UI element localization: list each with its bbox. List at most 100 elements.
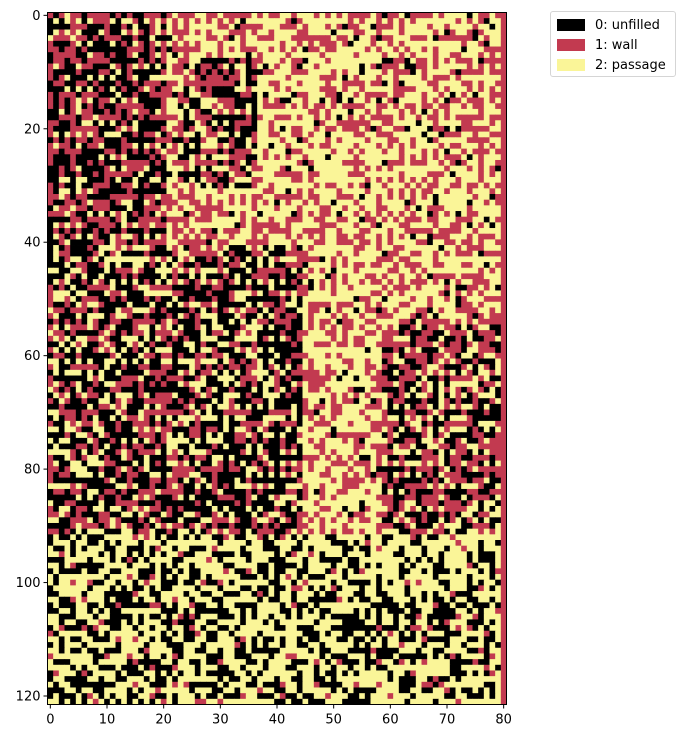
heatmap-cell: [353, 205, 360, 212]
heatmap-cell: [166, 245, 173, 252]
heatmap-cell: [223, 120, 230, 127]
heatmap-cell: [495, 131, 502, 138]
heatmap-cell: [109, 86, 116, 93]
heatmap-cell: [240, 313, 247, 320]
heatmap-cell: [404, 52, 411, 59]
heatmap-cell: [381, 296, 388, 303]
heatmap-cell: [478, 148, 485, 155]
heatmap-cell: [234, 233, 241, 240]
heatmap-cell: [438, 273, 445, 280]
heatmap-cell: [138, 194, 145, 201]
heatmap-cell: [155, 91, 162, 98]
heatmap-cell: [194, 188, 201, 195]
heatmap-cell: [342, 86, 349, 93]
heatmap-cell: [291, 284, 298, 291]
heatmap-cell: [223, 211, 230, 218]
heatmap-cell: [245, 114, 252, 121]
heatmap-cell: [217, 313, 224, 320]
heatmap-cell: [132, 194, 139, 201]
heatmap-cell: [410, 335, 417, 342]
heatmap-cell: [376, 23, 383, 30]
heatmap-cell: [461, 148, 468, 155]
heatmap-cell: [427, 273, 434, 280]
heatmap-cell: [262, 358, 269, 365]
heatmap-cell: [478, 296, 485, 303]
heatmap-cell: [70, 137, 77, 144]
heatmap-cell: [393, 125, 400, 133]
heatmap-cell: [427, 228, 434, 235]
heatmap-cell: [81, 188, 88, 195]
heatmap-cell: [274, 194, 281, 201]
heatmap-cell: [177, 176, 184, 184]
heatmap-cell: [410, 52, 417, 59]
heatmap-cell: [308, 86, 315, 93]
heatmap-cell: [427, 103, 434, 110]
heatmap-cell: [500, 91, 507, 98]
heatmap-cell: [393, 18, 400, 25]
heatmap-cell: [149, 86, 156, 93]
heatmap-cell: [500, 239, 507, 246]
heatmap-cell: [410, 57, 417, 64]
heatmap-cell: [75, 318, 82, 325]
heatmap-cell: [104, 114, 111, 121]
heatmap-cell: [478, 341, 485, 348]
heatmap-cell: [359, 273, 366, 280]
heatmap-cell: [438, 330, 445, 337]
heatmap-cell: [58, 279, 65, 286]
heatmap-cell: [217, 86, 224, 93]
heatmap-cell: [47, 233, 54, 240]
heatmap-cell: [410, 347, 417, 354]
heatmap-cell: [387, 108, 394, 115]
heatmap-cell: [279, 182, 286, 189]
heatmap-cell: [342, 335, 349, 342]
heatmap-cell: [387, 52, 394, 59]
heatmap-cell: [449, 114, 456, 121]
heatmap-cell: [291, 40, 298, 47]
heatmap-cell: [342, 267, 349, 274]
heatmap-cell: [342, 245, 349, 252]
heatmap-cell: [200, 103, 207, 110]
heatmap-cell: [75, 205, 82, 212]
heatmap-cell: [194, 154, 201, 161]
heatmap-cell: [421, 35, 428, 42]
heatmap-cell: [279, 284, 286, 291]
heatmap-cell: [211, 352, 218, 359]
heatmap-cell: [200, 159, 207, 167]
heatmap-cell: [438, 120, 445, 127]
heatmap-cell: [438, 165, 445, 172]
heatmap-cell: [234, 159, 241, 167]
heatmap-cell: [81, 358, 88, 365]
heatmap-cell: [64, 137, 71, 144]
heatmap-cell: [64, 182, 71, 189]
heatmap-cell: [472, 205, 479, 212]
heatmap-cell: [234, 330, 241, 337]
heatmap-cell: [160, 29, 167, 36]
heatmap-cell: [421, 352, 428, 359]
heatmap-cell: [455, 142, 462, 150]
heatmap-cell: [87, 35, 94, 42]
heatmap-cell: [500, 114, 507, 121]
heatmap-cell: [172, 347, 179, 354]
heatmap-cell: [483, 23, 490, 30]
heatmap-cell: [342, 211, 349, 218]
heatmap-cell: [92, 301, 99, 308]
heatmap-cell: [172, 273, 179, 280]
heatmap-cell: [495, 239, 502, 246]
heatmap-cell: [166, 57, 173, 64]
heatmap-cell: [53, 222, 60, 229]
heatmap-cell: [143, 301, 150, 308]
heatmap-cell: [262, 114, 269, 121]
heatmap-cell: [70, 74, 77, 81]
heatmap-cell: [398, 137, 405, 144]
heatmap-cell: [279, 91, 286, 98]
heatmap-cell: [223, 307, 230, 314]
heatmap-cell: [302, 159, 309, 167]
heatmap-cell: [183, 358, 190, 365]
heatmap-cell: [223, 35, 230, 42]
heatmap-cell: [336, 262, 343, 269]
heatmap-cell: [206, 347, 213, 354]
heatmap-cell: [404, 12, 411, 19]
heatmap-cell: [194, 125, 201, 133]
heatmap-cell: [370, 12, 377, 19]
heatmap-cell: [98, 12, 105, 19]
